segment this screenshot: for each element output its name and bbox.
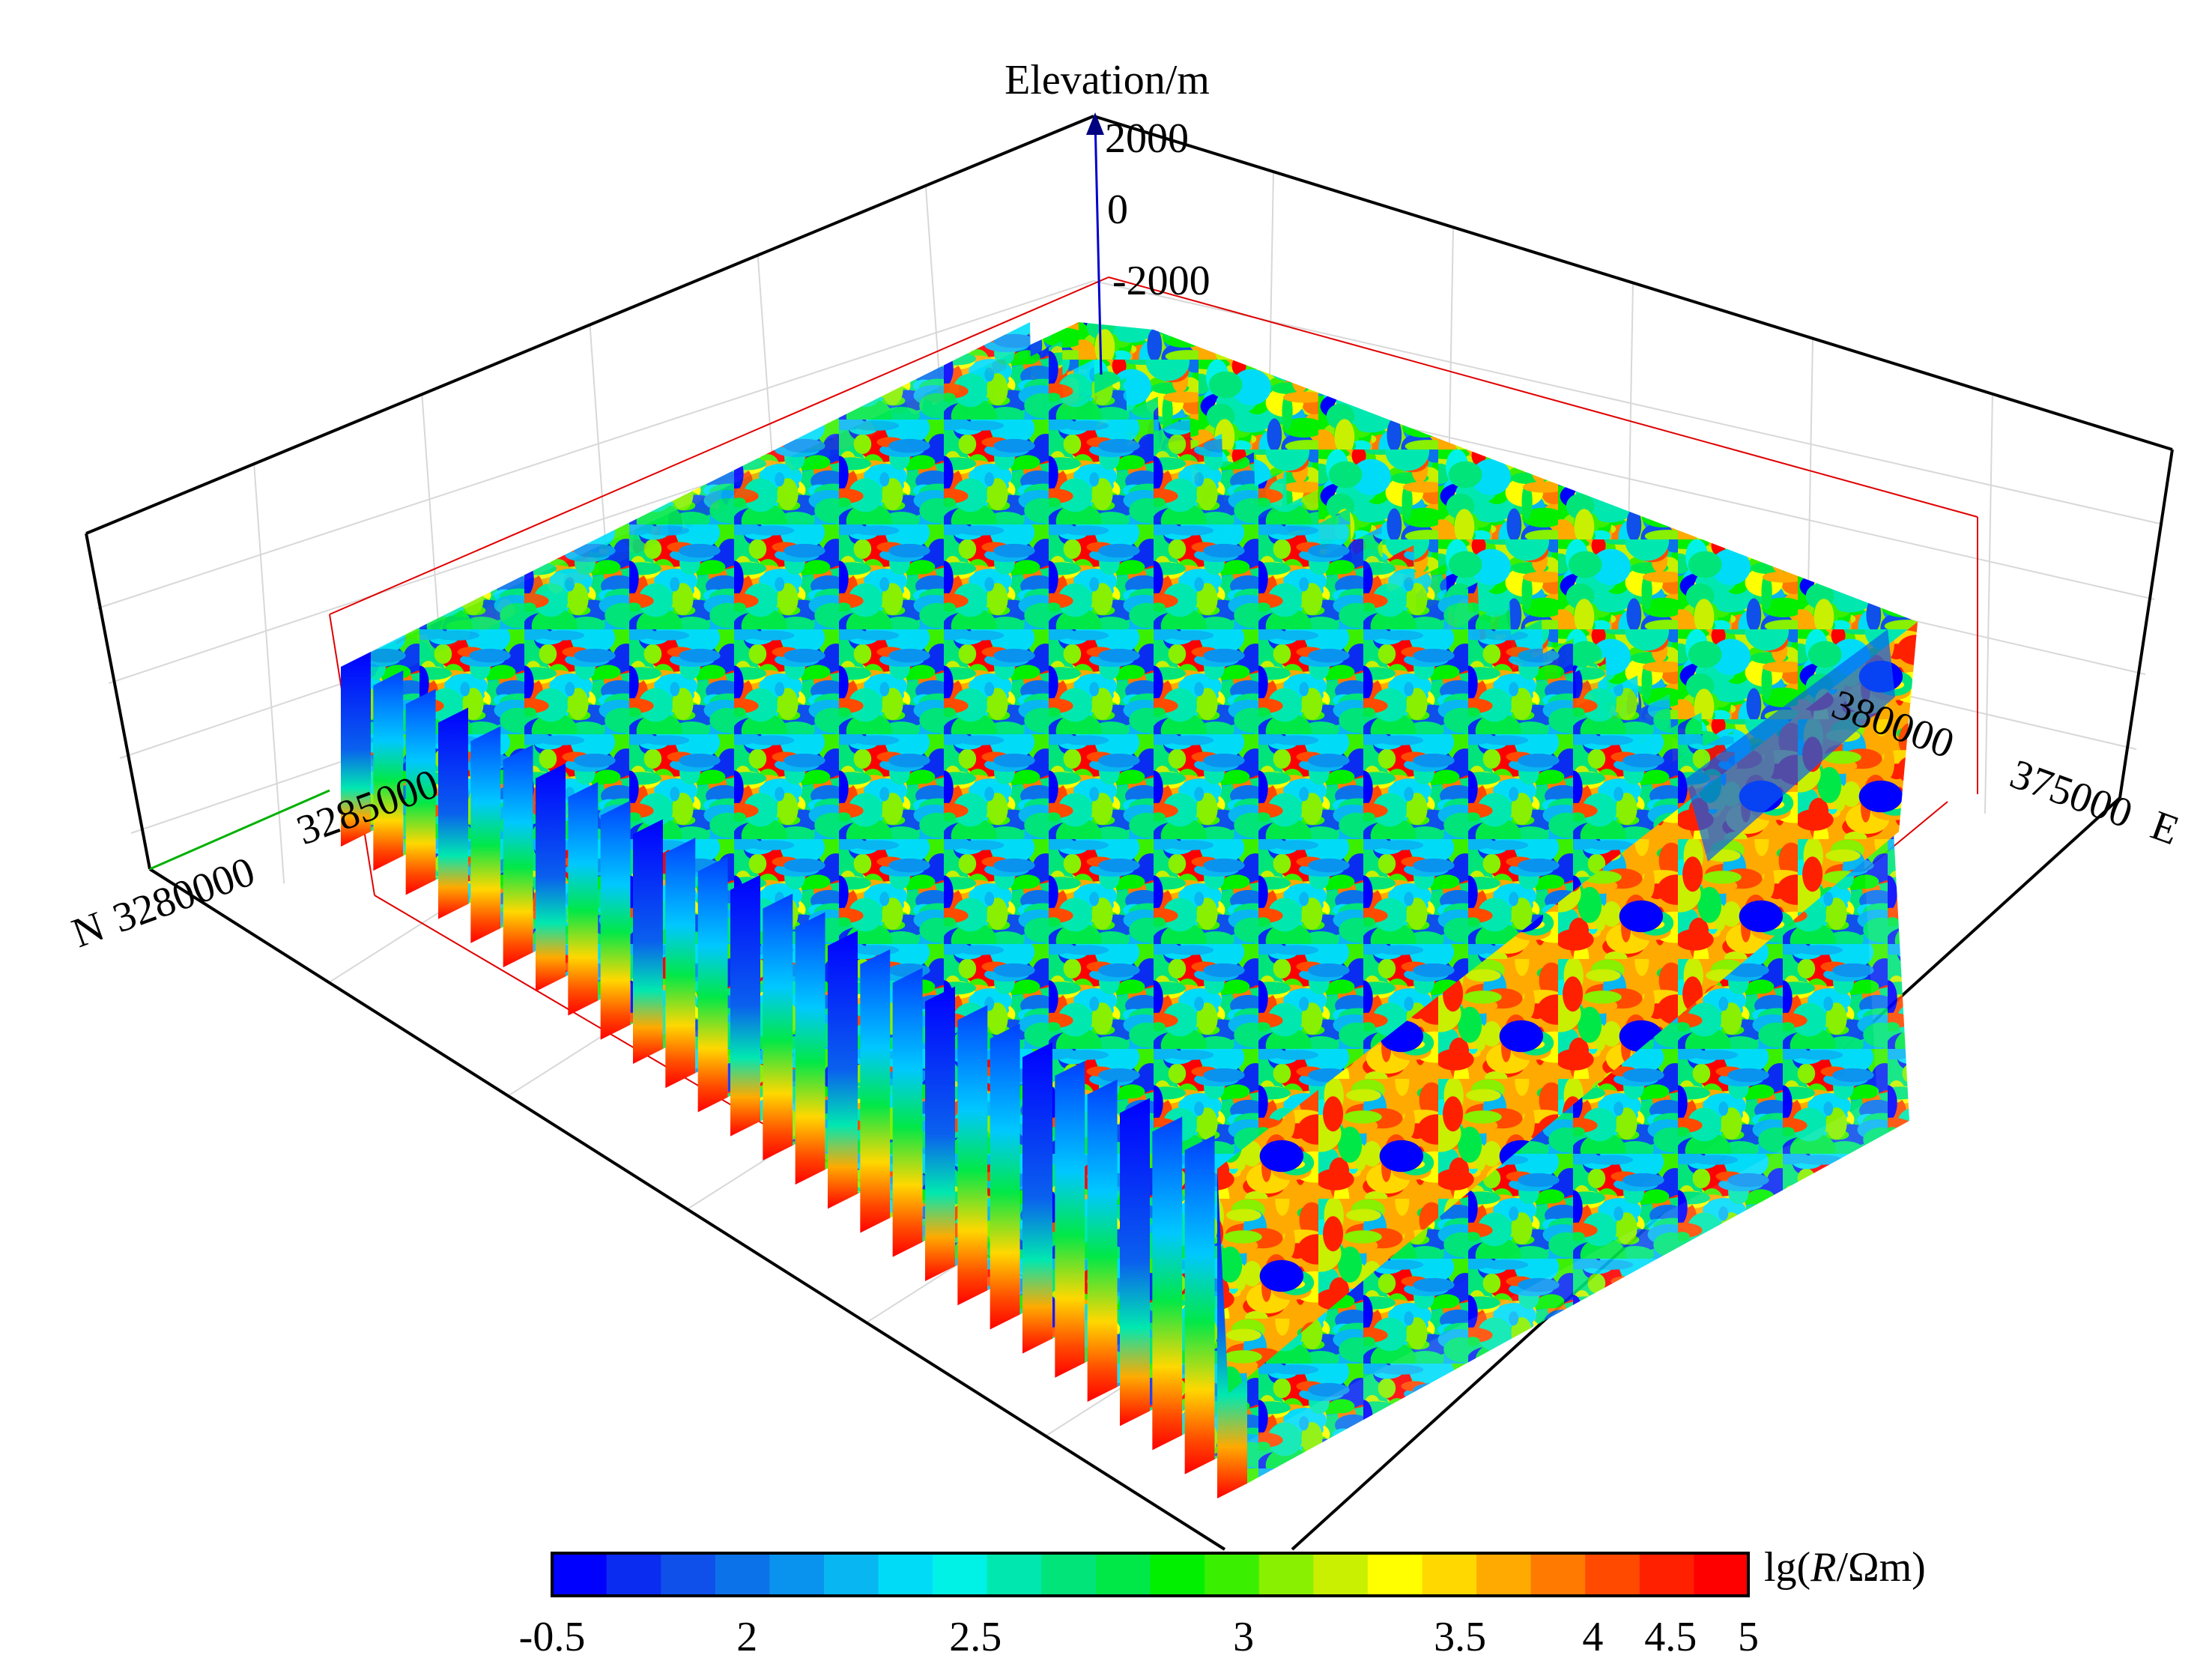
- colorbar-swatch: [1367, 1553, 1423, 1596]
- colorbar-swatch: [878, 1553, 933, 1596]
- colorbar-swatch: [1095, 1553, 1151, 1596]
- north-axis-prefix: N: [66, 903, 110, 957]
- north-tick-label-group: N 3280000: [66, 848, 261, 957]
- section-slice-face: [828, 931, 858, 1209]
- colorbar-swatch: [1530, 1553, 1586, 1596]
- section-slice-face: [1152, 1116, 1183, 1450]
- colorbar-swatch: [661, 1553, 716, 1596]
- section-slice-face: [892, 967, 923, 1257]
- colorbar-swatch: [933, 1553, 988, 1596]
- section-slice-face: [925, 986, 955, 1281]
- colorbar: [552, 1553, 1749, 1596]
- colorbar-tick-label: 4.5: [1644, 1614, 1697, 1660]
- north-axis-line: [149, 789, 330, 871]
- section-slice-face: [763, 893, 793, 1161]
- colorbar-frame: [551, 1552, 1750, 1597]
- section-slice-face: [957, 1005, 988, 1306]
- section-slice-face: [405, 689, 436, 895]
- colorbar-label: lg(R/Ωm): [1764, 1544, 1926, 1591]
- section-slice-face: [438, 707, 468, 919]
- colorbar-swatch: [1639, 1553, 1695, 1596]
- elevation-axis-line: [1094, 119, 1103, 375]
- resistivity-sections: [341, 322, 1918, 1498]
- elevation-tick-label: -2000: [1112, 258, 1210, 304]
- colorbar-swatch: [1258, 1553, 1314, 1596]
- east-tick-label-group: 375000 E: [2005, 751, 2185, 854]
- section-slice-side: [1247, 824, 1909, 1483]
- colorbar-swatch: [1205, 1553, 1260, 1596]
- colorbar-swatch: [715, 1553, 770, 1596]
- elevation-axis-label: Elevation/m: [1005, 57, 1210, 103]
- section-slice-face: [1055, 1060, 1085, 1378]
- elevation-tick-label: 0: [1107, 187, 1128, 233]
- section-slice-face: [1087, 1079, 1118, 1403]
- colorbar-tick-label: 5: [1738, 1614, 1759, 1660]
- colorbar-swatch: [1313, 1553, 1369, 1596]
- section-slice-face: [860, 949, 891, 1233]
- section-slice-face: [1022, 1042, 1052, 1354]
- colorbar-tick-label: 4: [1582, 1614, 1603, 1660]
- colorbar-tick-label: -0.5: [519, 1614, 586, 1660]
- section-slice-face: [536, 763, 566, 992]
- east-tick-label: 375000: [2005, 751, 2139, 838]
- grid-line: [1984, 393, 1993, 814]
- colorbar-tick-labels: -0.5 2 2.5 3 3.5 4 4.5 5: [519, 1614, 1759, 1660]
- elevation-tick-label: 2000: [1105, 115, 1189, 162]
- elevation-axis-arrow-icon: [1086, 112, 1104, 135]
- colorbar-swatch: [1476, 1553, 1532, 1596]
- section-slice-face: [470, 726, 501, 943]
- north-tick-label: 3280000: [107, 848, 261, 942]
- colorbar-swatch: [552, 1553, 607, 1596]
- section-slice-face: [1120, 1098, 1150, 1427]
- section-slice-face: [730, 874, 760, 1137]
- colorbar-tick-label: 2.5: [949, 1614, 1002, 1660]
- colorbar-tick-label: 3: [1233, 1614, 1254, 1660]
- colorbar-swatch: [1694, 1553, 1749, 1596]
- section-slice-face: [373, 670, 404, 871]
- colorbar-swatch: [1150, 1553, 1205, 1596]
- colorbar-swatch: [1585, 1553, 1640, 1596]
- colorbar-swatch: [769, 1553, 825, 1596]
- section-slice-face: [795, 912, 825, 1185]
- section-slice-face: [633, 819, 663, 1064]
- colorbar-swatch: [823, 1553, 879, 1596]
- grid-line: [97, 280, 1094, 609]
- section-slice-face: [1184, 1135, 1215, 1474]
- section-slice-face: [990, 1023, 1020, 1330]
- colorbar-tick-label: 2: [736, 1614, 757, 1660]
- colorbar-swatch: [1041, 1553, 1097, 1596]
- colorbar-swatch: [606, 1553, 661, 1596]
- colorbar-swatch: [987, 1553, 1042, 1596]
- east-axis-suffix: E: [2145, 802, 2184, 854]
- section-slice-face: [600, 800, 631, 1040]
- front-section-blue-patch: [1685, 629, 1895, 862]
- section-slice-face: [665, 838, 696, 1089]
- section-slice-face: [341, 652, 371, 847]
- section-slice-face: [697, 856, 728, 1113]
- colorbar-swatch: [1422, 1553, 1477, 1596]
- section-slice-face: [568, 781, 599, 1016]
- section-slice-face: [503, 745, 533, 968]
- colorbar-tick-label: 3.5: [1434, 1614, 1486, 1660]
